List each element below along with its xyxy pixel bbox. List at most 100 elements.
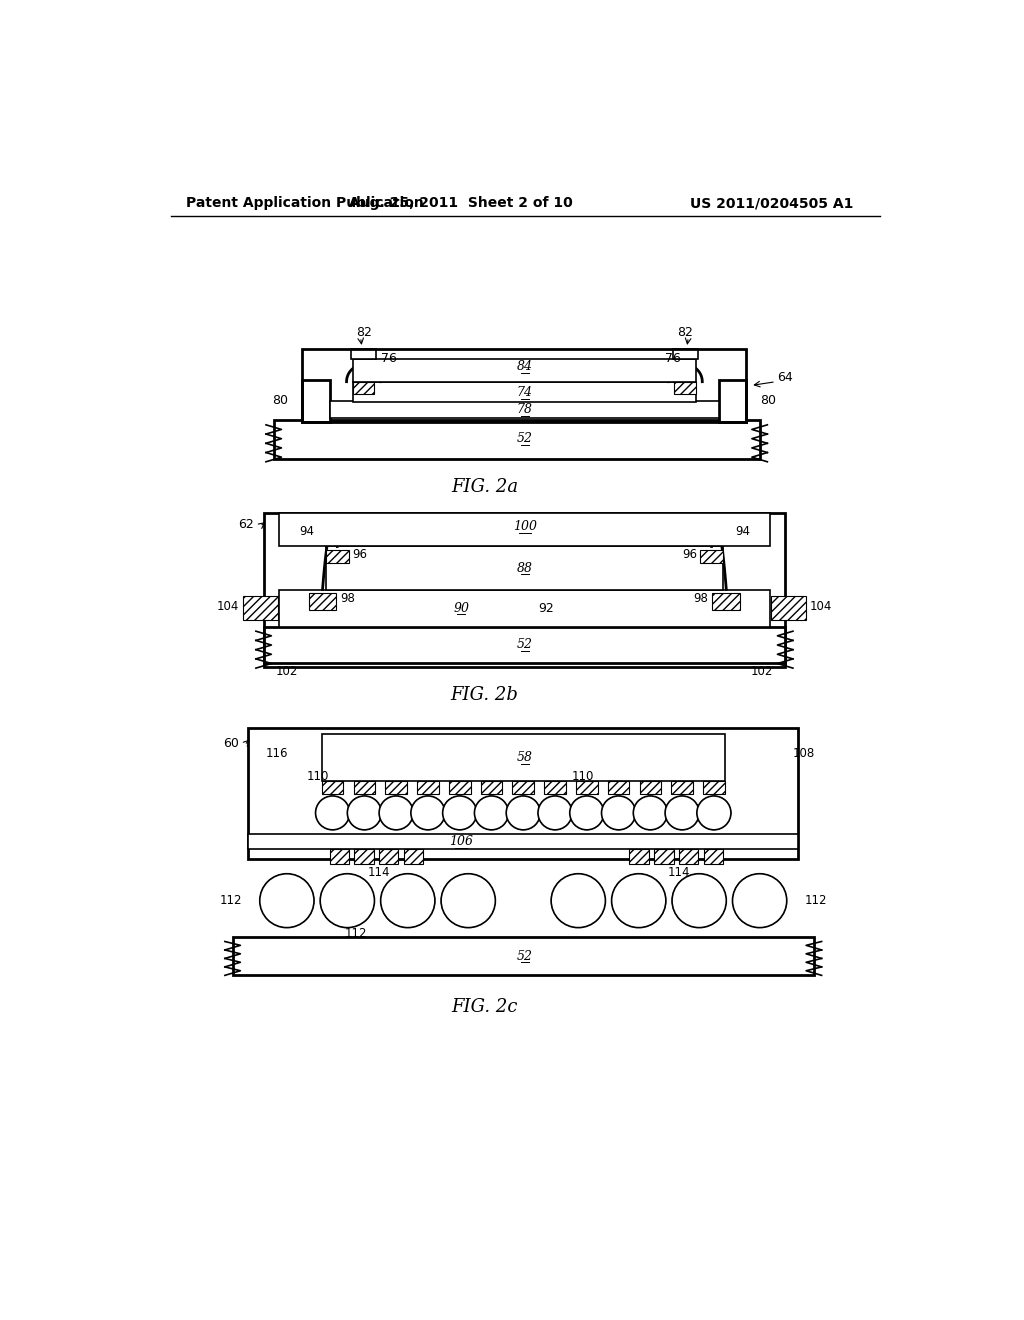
- Text: 102: 102: [751, 665, 773, 678]
- Bar: [248, 834, 799, 849]
- Circle shape: [441, 874, 496, 928]
- Bar: [544, 780, 566, 795]
- Bar: [273, 420, 760, 459]
- Bar: [263, 512, 785, 667]
- Text: Aug. 25, 2011  Sheet 2 of 10: Aug. 25, 2011 Sheet 2 of 10: [349, 197, 573, 210]
- Text: 88: 88: [517, 561, 532, 574]
- Text: 112: 112: [344, 927, 367, 940]
- Bar: [512, 780, 535, 795]
- Bar: [322, 734, 725, 780]
- Text: 64: 64: [777, 371, 794, 384]
- Text: 104: 104: [810, 601, 833, 612]
- Circle shape: [569, 796, 604, 830]
- Text: 76: 76: [381, 352, 396, 366]
- Text: 92: 92: [539, 602, 554, 615]
- Circle shape: [260, 874, 314, 928]
- Circle shape: [379, 796, 414, 830]
- Bar: [417, 780, 438, 795]
- Circle shape: [732, 874, 786, 928]
- Text: 58: 58: [517, 751, 532, 764]
- Bar: [607, 780, 630, 795]
- Text: 96: 96: [352, 548, 367, 561]
- Bar: [243, 595, 278, 620]
- Bar: [352, 381, 375, 395]
- Bar: [672, 780, 693, 795]
- Circle shape: [633, 796, 668, 830]
- Text: 94: 94: [735, 524, 750, 537]
- Circle shape: [315, 796, 349, 830]
- Text: 94: 94: [299, 524, 314, 537]
- Bar: [352, 359, 696, 381]
- Bar: [675, 381, 696, 395]
- Text: 80: 80: [272, 395, 289, 408]
- Text: 110: 110: [571, 770, 594, 783]
- Bar: [330, 401, 719, 418]
- Text: 116: 116: [265, 747, 288, 760]
- Text: FIG. 2c: FIG. 2c: [452, 998, 518, 1016]
- Bar: [379, 849, 398, 865]
- Text: 98: 98: [340, 593, 355, 606]
- Bar: [248, 729, 799, 859]
- Bar: [280, 512, 770, 546]
- Circle shape: [665, 796, 699, 830]
- Circle shape: [697, 796, 731, 830]
- Bar: [700, 549, 723, 564]
- Text: 114: 114: [368, 866, 390, 879]
- Text: 52: 52: [517, 949, 532, 962]
- Text: 112: 112: [805, 894, 827, 907]
- Bar: [322, 780, 343, 795]
- Text: 74: 74: [517, 385, 532, 399]
- Bar: [640, 780, 662, 795]
- Text: US 2011/0204505 A1: US 2011/0204505 A1: [689, 197, 853, 210]
- Text: 76: 76: [666, 352, 681, 366]
- Bar: [280, 590, 770, 627]
- Bar: [302, 380, 330, 422]
- Bar: [703, 780, 725, 795]
- Bar: [480, 780, 503, 795]
- Text: 106: 106: [450, 834, 473, 847]
- Circle shape: [321, 874, 375, 928]
- Circle shape: [611, 874, 666, 928]
- Circle shape: [411, 796, 445, 830]
- Bar: [713, 593, 740, 610]
- Text: 110: 110: [307, 770, 330, 783]
- Text: FIG. 2a: FIG. 2a: [451, 478, 518, 496]
- Bar: [403, 849, 423, 865]
- Text: 52: 52: [517, 638, 532, 651]
- Circle shape: [672, 874, 726, 928]
- Bar: [575, 780, 598, 795]
- Text: 60: 60: [223, 737, 239, 750]
- Bar: [353, 780, 375, 795]
- Bar: [232, 937, 814, 975]
- Text: 98: 98: [693, 593, 709, 606]
- Text: Patent Application Publication: Patent Application Publication: [186, 197, 424, 210]
- Text: 80: 80: [761, 395, 776, 408]
- Bar: [263, 627, 785, 663]
- Text: 78: 78: [517, 403, 532, 416]
- Bar: [630, 849, 649, 865]
- Bar: [352, 381, 696, 403]
- Bar: [771, 595, 806, 620]
- Circle shape: [442, 796, 477, 830]
- Bar: [654, 849, 674, 865]
- Circle shape: [347, 796, 381, 830]
- Bar: [351, 350, 376, 359]
- Text: 100: 100: [513, 520, 537, 533]
- Bar: [673, 350, 697, 359]
- Circle shape: [474, 796, 509, 830]
- Bar: [330, 849, 349, 865]
- Bar: [326, 549, 349, 564]
- Text: 104: 104: [216, 601, 239, 612]
- Text: 62: 62: [239, 517, 254, 531]
- Bar: [719, 380, 746, 422]
- Circle shape: [506, 796, 541, 830]
- Bar: [703, 849, 723, 865]
- Text: 114: 114: [668, 866, 690, 879]
- Text: FIG. 2b: FIG. 2b: [451, 686, 518, 704]
- Bar: [679, 849, 698, 865]
- Bar: [302, 350, 746, 422]
- Circle shape: [601, 796, 636, 830]
- Circle shape: [381, 874, 435, 928]
- Text: 102: 102: [275, 665, 298, 678]
- Text: 112: 112: [219, 894, 242, 907]
